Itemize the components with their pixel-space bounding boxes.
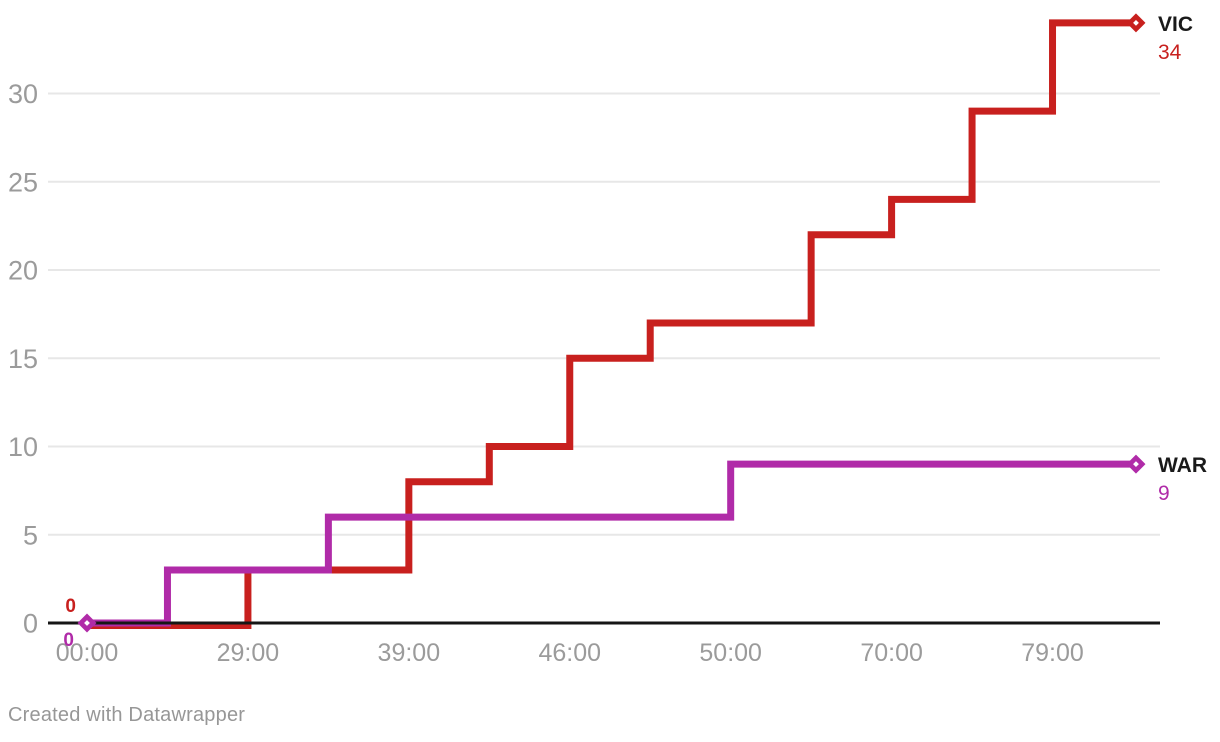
y-tick-label-5: 5 xyxy=(23,520,38,550)
start-marker[interactable] xyxy=(77,613,97,633)
x-tick-label-46:00: 46:00 xyxy=(538,639,601,667)
x-tick-label-50:00: 50:00 xyxy=(699,639,762,667)
war-end-label: WAR xyxy=(1158,454,1207,477)
vic-end-marker-inner xyxy=(1133,20,1139,26)
x-tick-label-70:00: 70:00 xyxy=(860,639,923,667)
start-marker-inner xyxy=(84,620,90,626)
vic-start-value: 0 xyxy=(65,596,76,617)
war-end-marker[interactable] xyxy=(1126,454,1146,474)
war-line[interactable] xyxy=(87,460,1133,627)
war-start-value: 0 xyxy=(63,630,74,651)
y-tick-label-15: 15 xyxy=(8,344,38,374)
x-tick-label-39:00: 39:00 xyxy=(378,639,441,667)
y-tick-label-0: 0 xyxy=(23,609,38,639)
war-end-marker-inner xyxy=(1133,461,1139,468)
datawrapper-attribution[interactable]: Created with Datawrapper xyxy=(8,704,246,726)
y-tick-label-25: 25 xyxy=(8,167,38,197)
x-tick-label-79:00: 79:00 xyxy=(1021,639,1084,667)
y-tick-label-30: 30 xyxy=(8,79,38,109)
x-tick-label-00:00: 00:00 xyxy=(56,639,119,667)
step-line-chart: 0 5 10 15 20 25 30 00:00 29:00 39:00 46:00 50:00 70:… xyxy=(8,13,1207,667)
y-tick-label-10: 10 xyxy=(8,432,38,462)
vic-end-marker[interactable] xyxy=(1126,13,1146,33)
x-tick-label-29:00: 29:00 xyxy=(217,639,280,667)
y-tick-label-20: 20 xyxy=(8,256,38,286)
vic-end-label: VIC xyxy=(1158,13,1193,36)
war-end-value: 9 xyxy=(1158,482,1170,505)
vic-end-value: 34 xyxy=(1158,41,1182,64)
y-gridlines xyxy=(48,92,1160,536)
